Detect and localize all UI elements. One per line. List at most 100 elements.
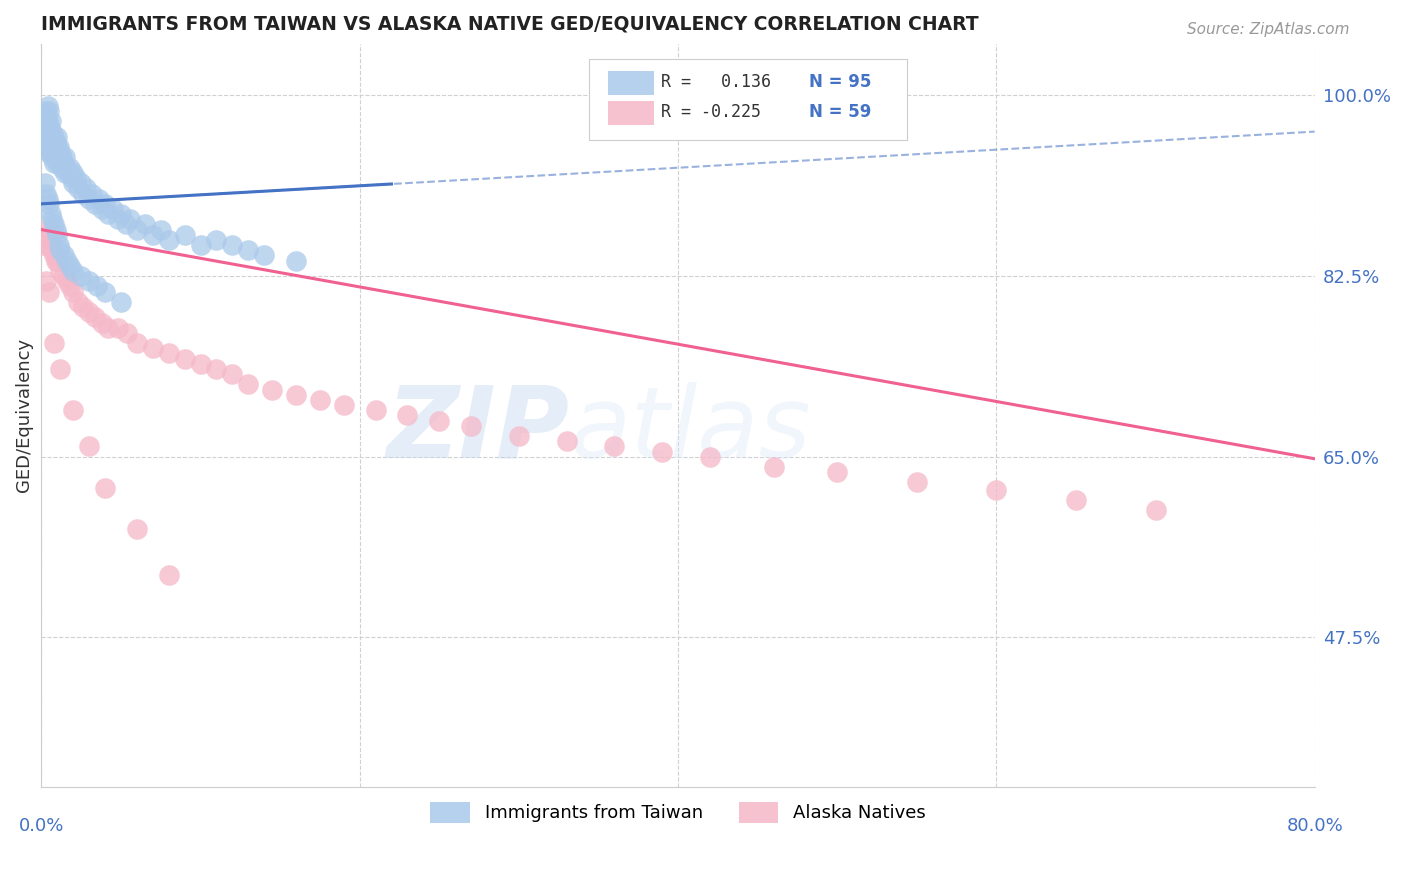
Point <box>41 244 63 258</box>
Point <box>285 253 308 268</box>
Point <box>285 388 308 402</box>
Point <box>905 475 928 490</box>
Point <box>90 316 112 330</box>
Point <box>110 207 132 221</box>
Point <box>157 346 180 360</box>
Point <box>35 114 58 128</box>
Point <box>86 279 108 293</box>
Point <box>262 383 284 397</box>
Point <box>42 248 65 262</box>
Point <box>1064 493 1087 508</box>
Point <box>70 269 93 284</box>
Point <box>62 264 84 278</box>
Point <box>84 310 107 325</box>
Point <box>87 192 110 206</box>
Point <box>42 155 65 169</box>
Point <box>49 155 72 169</box>
Point <box>38 285 60 299</box>
Point <box>52 155 75 169</box>
Point <box>46 140 69 154</box>
Point <box>117 326 139 340</box>
Point <box>37 145 59 160</box>
Point <box>77 305 100 319</box>
Point <box>45 253 67 268</box>
Point <box>94 197 117 211</box>
Point <box>460 418 482 433</box>
Point <box>364 403 387 417</box>
Point <box>35 274 58 288</box>
Point <box>107 320 129 334</box>
Point <box>48 238 70 252</box>
Text: N = 95: N = 95 <box>810 73 872 91</box>
Point <box>221 367 243 381</box>
Point <box>66 181 89 195</box>
Point <box>396 409 419 423</box>
Point <box>37 99 59 113</box>
Point <box>555 434 578 449</box>
Point <box>427 413 450 427</box>
Point <box>49 362 72 376</box>
Point <box>221 238 243 252</box>
Point <box>82 186 104 201</box>
Point <box>157 233 180 247</box>
Point <box>56 161 79 175</box>
Point <box>35 227 58 242</box>
Point <box>72 186 94 201</box>
Point <box>238 377 260 392</box>
Point <box>39 114 62 128</box>
Point <box>699 450 721 464</box>
Point <box>62 166 84 180</box>
Point <box>48 150 70 164</box>
Point <box>84 197 107 211</box>
Point <box>651 444 673 458</box>
Point <box>77 274 100 288</box>
Point <box>142 342 165 356</box>
Point <box>142 227 165 242</box>
Point <box>125 222 148 236</box>
Text: atlas: atlas <box>569 382 811 479</box>
Point <box>125 336 148 351</box>
Point <box>52 269 75 284</box>
Point <box>157 568 180 582</box>
Point <box>34 109 56 123</box>
Point <box>508 429 530 443</box>
Point <box>39 129 62 144</box>
Point <box>42 129 65 144</box>
Y-axis label: GED/Equivalency: GED/Equivalency <box>15 338 32 492</box>
Point <box>39 145 62 160</box>
Point <box>41 212 63 227</box>
Point <box>77 192 100 206</box>
Point <box>38 120 60 134</box>
Point <box>34 176 56 190</box>
Text: R =   0.136: R = 0.136 <box>661 73 772 91</box>
Point <box>205 362 228 376</box>
Point <box>46 227 69 242</box>
Point <box>32 238 55 252</box>
Point <box>59 279 82 293</box>
Point <box>56 274 79 288</box>
Point <box>34 140 56 154</box>
Text: 80.0%: 80.0% <box>1286 817 1343 835</box>
Point <box>38 103 60 118</box>
Point <box>37 129 59 144</box>
Point <box>38 197 60 211</box>
FancyBboxPatch shape <box>607 71 654 95</box>
Point <box>51 150 73 164</box>
Point <box>42 218 65 232</box>
Point <box>125 522 148 536</box>
Point <box>309 392 332 407</box>
Point <box>41 150 63 164</box>
Point <box>77 439 100 453</box>
Point <box>986 483 1008 497</box>
Point <box>49 244 72 258</box>
Text: R = -0.225: R = -0.225 <box>661 103 762 120</box>
Point <box>53 150 76 164</box>
Point <box>332 398 354 412</box>
Point <box>114 218 136 232</box>
Point <box>94 481 117 495</box>
Point <box>120 212 142 227</box>
Point <box>48 140 70 154</box>
Point <box>37 233 59 247</box>
Point <box>32 129 55 144</box>
Point <box>49 145 72 160</box>
